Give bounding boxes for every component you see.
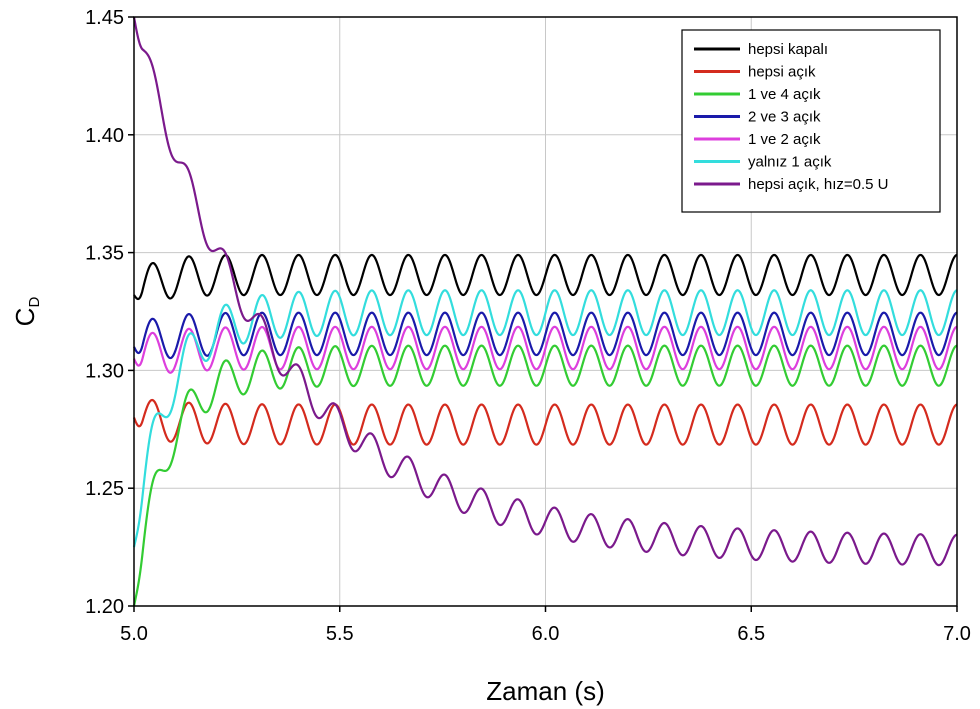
y-tick-label: 1.20 [85,596,124,618]
legend-label: 1 ve 4 açık [748,86,821,103]
series-layer [132,16,958,607]
series-line [132,289,958,548]
series-line [133,253,958,301]
legend-label: yalnız 1 açık [748,154,832,171]
series-line [132,344,958,607]
legend: hepsi kapalı hepsi açık 1 ve 4 açık 2 ve 3 … [681,29,941,213]
y-tick-label: 1.25 [85,478,124,500]
y-tick-label: 1.40 [85,125,124,147]
x-tick-label: 5.5 [326,623,354,645]
legend-label: 2 ve 3 açık [748,109,821,126]
series-line [132,398,958,446]
legend-box [681,29,941,213]
legend-label: 1 ve 2 açık [748,131,821,148]
legend-label: hepsi açık, hız=0.5 U [748,176,889,193]
y-tick-label: 1.45 [85,7,124,29]
y-tick-label: 1.35 [85,243,124,265]
y-axis-title-main: C [10,308,40,327]
series-line [133,311,958,360]
x-tick-label: 5.0 [120,623,148,645]
legend-label: hepsi açık [748,64,816,81]
tick-layer: 5.0 5.5 6.0 6.5 7.0 1.20 1.25 1.30 1.35 1.40 1.45 [85,7,971,645]
x-tick-label: 6.5 [737,623,765,645]
x-tick-label: 6.0 [532,623,560,645]
legend-label: hepsi kapalı [748,41,828,58]
y-axis-title: CD [10,297,43,327]
x-axis-title: Zaman (s) [486,676,604,706]
series-line [132,16,958,567]
y-axis-title-subscript: D [26,297,43,308]
y-tick-label: 1.30 [85,360,124,382]
x-tick-label: 7.0 [943,623,971,645]
